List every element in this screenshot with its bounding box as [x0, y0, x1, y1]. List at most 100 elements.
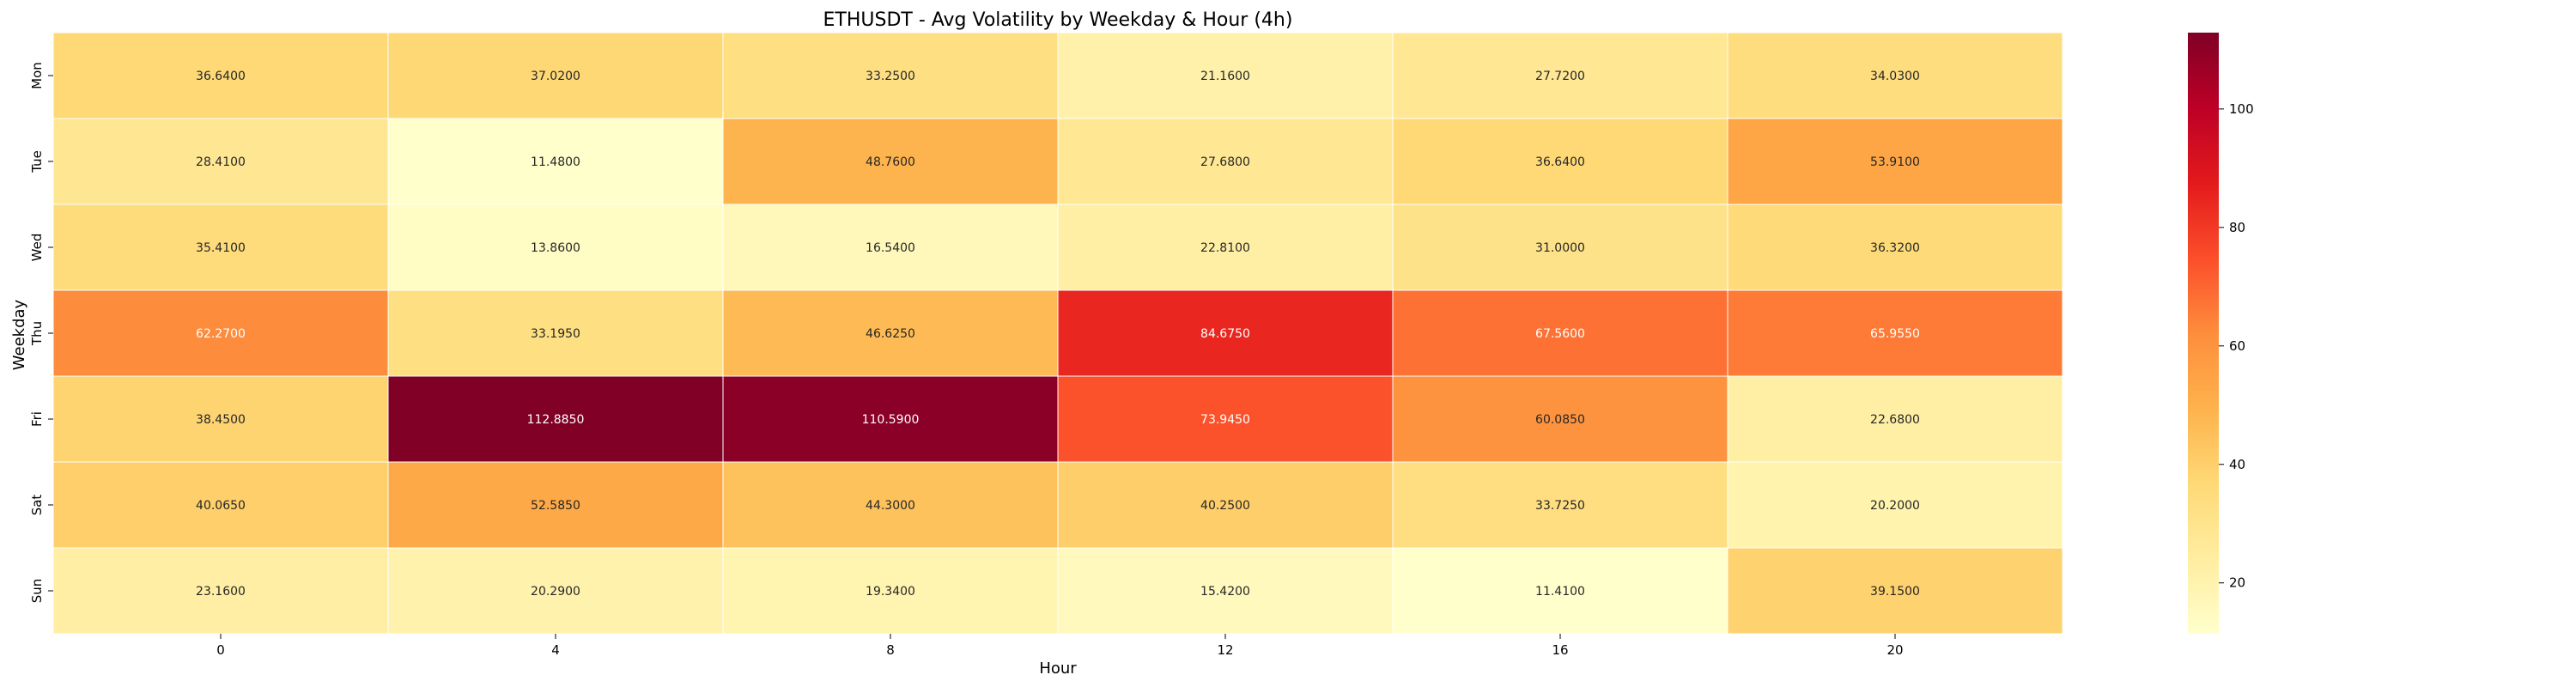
cell-value-label: 34.0300	[1870, 70, 1920, 83]
heatmap-cell	[52, 461, 389, 549]
cell-value-label: 35.4100	[196, 241, 246, 255]
cell-value-label: 110.5900	[862, 413, 920, 427]
colorbar	[2188, 33, 2219, 634]
y-tick-label: Thu	[29, 321, 45, 346]
heatmap-cell	[387, 547, 724, 635]
y-tick-label: Sat	[29, 495, 45, 516]
heatmap-cell	[1727, 461, 2063, 549]
x-tick-label: 20	[1886, 642, 1903, 658]
x-tick-label: 4	[551, 642, 560, 658]
heatmap-cell	[52, 547, 389, 635]
heatmap-cell	[1727, 118, 2063, 205]
cell-value-label: 84.6750	[1200, 327, 1250, 341]
heatmap-cell	[722, 204, 1059, 291]
heatmap-cell	[1727, 375, 2063, 463]
x-axis-label: Hour	[1039, 660, 1077, 678]
heatmap-cell	[387, 204, 724, 291]
heatmap-cell	[1392, 289, 1728, 377]
x-tick-label: 12	[1217, 642, 1233, 658]
cell-value-label: 67.5600	[1535, 327, 1585, 341]
heatmap-cell	[722, 375, 1059, 463]
heatmap-cell	[1057, 289, 1394, 377]
cell-value-label: 73.9450	[1200, 413, 1250, 427]
heatmap-cell	[722, 289, 1059, 377]
cell-value-label: 31.0000	[1535, 241, 1585, 255]
cell-value-label: 27.6800	[1200, 155, 1250, 169]
heatmap-cell	[1057, 118, 1394, 205]
cell-value-label: 27.7200	[1535, 70, 1585, 83]
cell-value-label: 112.8850	[527, 413, 585, 427]
heatmap-cell	[1057, 461, 1394, 549]
chart-title: ETHUSDT - Avg Volatility by Weekday & Ho…	[823, 9, 1293, 31]
heatmap-cells: 36.6400 37.0200 33.2500 21.1600 27.7200 34.03…	[52, 32, 2063, 635]
heatmap-cell	[1727, 32, 2063, 119]
y-tick-label: Fri	[29, 411, 45, 427]
cell-value-label: 46.6250	[866, 327, 915, 341]
cell-value-label: 48.7600	[866, 155, 915, 169]
cell-value-label: 28.4100	[196, 155, 246, 169]
colorbar-tick-label: 20	[2229, 575, 2245, 591]
cell-value-label: 38.4500	[196, 413, 246, 427]
heatmap-cell	[52, 204, 389, 291]
colorbar-tick-label: 100	[2229, 101, 2254, 117]
colorbar-tick-label: 60	[2229, 338, 2245, 354]
cell-value-label: 19.3400	[866, 585, 915, 599]
colorbar-tick-label: 40	[2229, 457, 2245, 472]
heatmap-cell	[52, 32, 389, 119]
heatmap-cell	[722, 32, 1059, 119]
heatmap-cell	[387, 118, 724, 205]
cell-value-label: 22.8100	[1200, 241, 1250, 255]
cell-value-label: 20.2000	[1870, 499, 1920, 513]
heatmap-cell	[1057, 547, 1394, 635]
y-axis-label: Weekday	[10, 299, 28, 370]
cell-value-label: 33.2500	[866, 70, 915, 83]
cell-value-label: 20.2900	[531, 585, 580, 599]
cell-value-label: 60.0850	[1535, 413, 1585, 427]
y-axis-ticks: Mon Tue Wed Thu Fri Sat Sun	[29, 62, 53, 603]
colorbar-ticks: 20 40 60 80 100	[2219, 101, 2254, 591]
x-tick-label: 0	[216, 642, 225, 658]
y-tick-label: Tue	[29, 150, 45, 173]
cell-value-label: 16.5400	[866, 241, 915, 255]
cell-value-label: 33.1950	[531, 327, 580, 341]
y-tick-label: Sun	[29, 579, 45, 604]
heatmap-cell	[387, 375, 724, 463]
cell-value-label: 36.6400	[1535, 155, 1585, 169]
heatmap-cell	[1727, 204, 2063, 291]
cell-value-label: 44.3000	[866, 499, 915, 513]
x-tick-label: 8	[886, 642, 895, 658]
heatmap-cell	[1392, 375, 1728, 463]
heatmap-cell	[52, 375, 389, 463]
colorbar-tick-label: 80	[2229, 220, 2245, 235]
y-tick-label: Wed	[29, 234, 45, 262]
heatmap-cell	[1057, 32, 1394, 119]
cell-value-label: 15.4200	[1200, 585, 1250, 599]
cell-value-label: 62.2700	[196, 327, 246, 341]
cell-value-label: 37.0200	[531, 70, 580, 83]
cell-value-label: 13.8600	[531, 241, 580, 255]
x-axis-ticks: 0 4 8 12 16 20	[216, 634, 1904, 658]
x-tick-label: 16	[1552, 642, 1568, 658]
cell-value-label: 23.1600	[196, 585, 246, 599]
heatmap-cell	[387, 289, 724, 377]
heatmap-cell	[1392, 32, 1728, 119]
heatmap-cell	[1392, 204, 1728, 291]
heatmap-cell	[1057, 375, 1394, 463]
cell-value-label: 11.4800	[531, 155, 580, 169]
heatmap-cell	[1727, 289, 2063, 377]
cell-value-label: 11.4100	[1535, 585, 1585, 599]
heatmap-cell	[52, 118, 389, 205]
cell-value-label: 65.9550	[1870, 327, 1920, 341]
cell-value-label: 22.6800	[1870, 413, 1920, 427]
cell-value-label: 53.9100	[1870, 155, 1920, 169]
heatmap-cell	[722, 547, 1059, 635]
heatmap-cell	[52, 289, 389, 377]
cell-value-label: 33.7250	[1535, 499, 1585, 513]
heatmap-cell	[1727, 547, 2063, 635]
heatmap-cell	[1392, 461, 1728, 549]
cell-value-label: 36.3200	[1870, 241, 1920, 255]
heatmap-cell	[1057, 204, 1394, 291]
y-tick-label: Mon	[29, 62, 45, 89]
cell-value-label: 52.5850	[531, 499, 580, 513]
